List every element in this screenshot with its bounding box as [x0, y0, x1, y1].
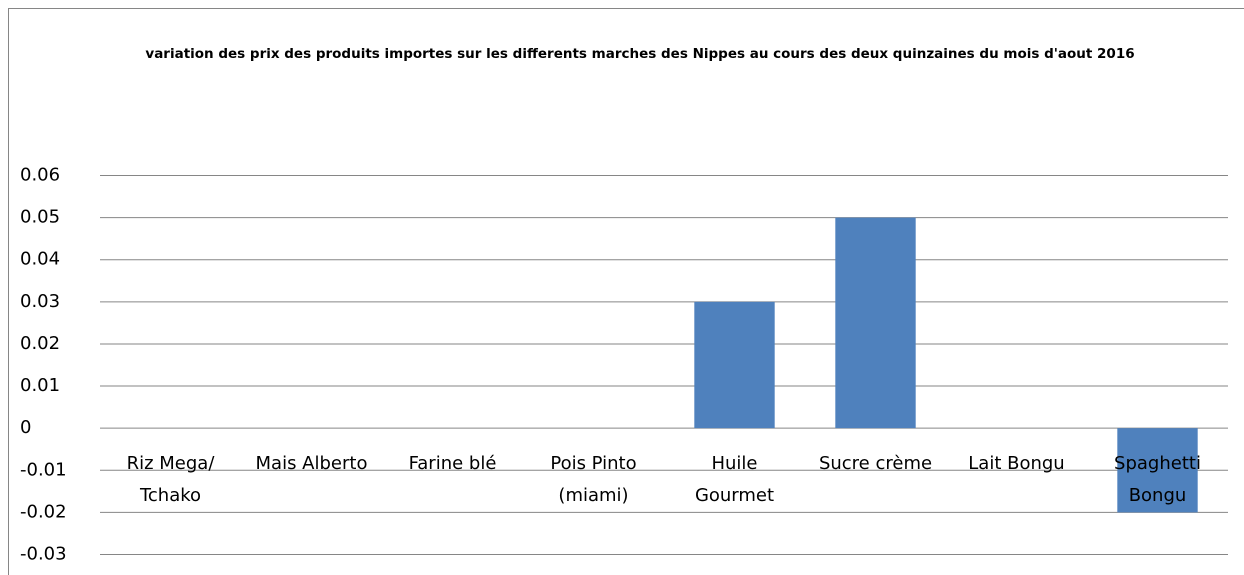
y-tick-label: -0.03	[20, 544, 67, 565]
y-tick-label: 0.02	[20, 333, 60, 354]
y-tick-label: 0.06	[20, 165, 60, 186]
bar	[694, 301, 775, 429]
chart-border	[8, 8, 1244, 575]
y-tick-label: 0.05	[20, 207, 60, 228]
y-tick-label: 0.01	[20, 375, 60, 396]
y-tick-label: -0.01	[20, 459, 67, 480]
y-tick-label: 0.04	[20, 249, 60, 270]
x-tick-label: Huile Gourmet	[694, 453, 775, 507]
x-tick-label: Lait Bongu	[968, 453, 1065, 475]
x-tick-label: Mais Alberto	[255, 453, 368, 475]
y-tick-label: 0	[20, 417, 31, 438]
x-tick-label: Riz Mega/ Tchako	[126, 453, 215, 507]
bar	[1117, 428, 1198, 513]
x-tick-label: Farine blé	[408, 453, 497, 475]
x-tick-label: Spaghetti Bongu	[1114, 453, 1201, 507]
y-tick-label: -0.02	[20, 501, 67, 522]
chart-title: variation des prix des produits importes…	[145, 46, 1135, 62]
y-tick-label: 0.03	[20, 291, 60, 312]
x-tick-label: Pois Pinto (miami)	[550, 453, 637, 507]
x-tick-label: Sucre crème	[818, 453, 933, 475]
bar	[835, 217, 916, 429]
